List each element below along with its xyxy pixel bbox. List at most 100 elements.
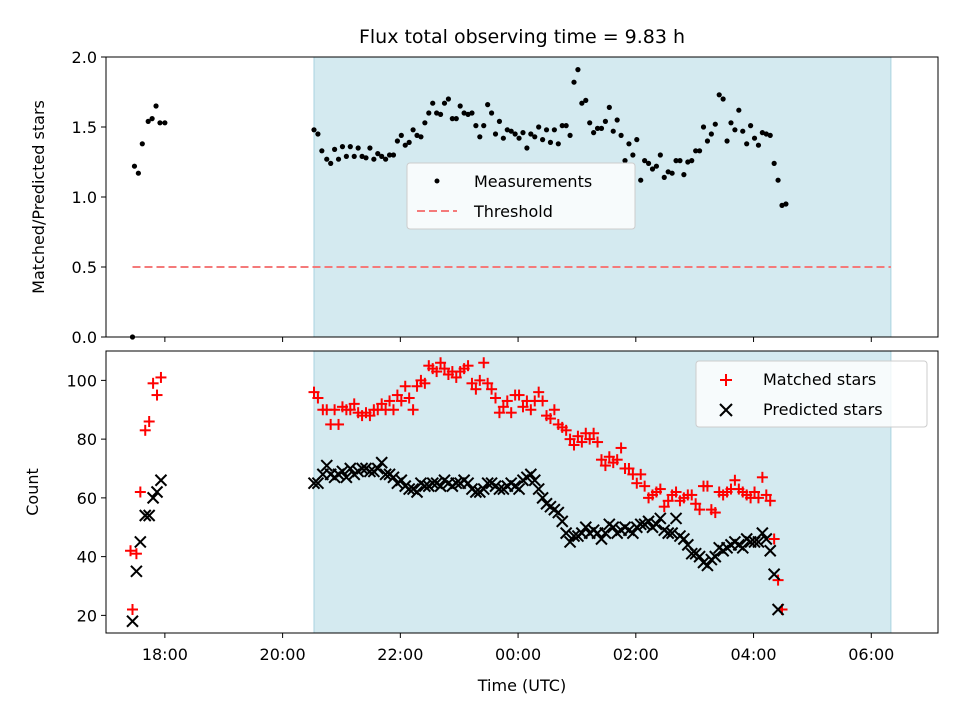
measurement-point <box>689 158 695 164</box>
bottom-y-label: Count <box>23 468 42 516</box>
measurement-point <box>328 160 334 166</box>
predicted-star-point <box>767 568 781 581</box>
x-tick-label: 02:00 <box>613 645 659 664</box>
predicted-star-point <box>150 485 164 499</box>
measurement-point <box>759 130 765 136</box>
predicted-star-point <box>634 518 647 531</box>
predicted-star-point <box>650 518 663 531</box>
measurement-point <box>512 131 518 137</box>
measurement-point <box>634 137 640 143</box>
matched-star-point <box>126 604 138 615</box>
measurement-point <box>567 132 573 138</box>
predicted-star-point <box>599 526 612 540</box>
matched-star-point <box>623 463 635 474</box>
matched-star-point <box>419 377 431 389</box>
predicted-star-point <box>146 491 160 505</box>
predicted-star-point <box>760 532 773 546</box>
legend-predicted-label: Predicted stars <box>763 400 883 419</box>
predicted-star-point <box>654 512 667 525</box>
predicted-star-point <box>709 550 722 563</box>
matched-star-point <box>399 380 411 392</box>
predicted-star-point <box>524 468 538 481</box>
predicted-star-point <box>481 476 494 490</box>
measurement-point <box>555 141 561 147</box>
predicted-star-point <box>355 462 369 475</box>
measurement-point <box>469 110 475 116</box>
measurement-point <box>591 130 597 136</box>
measurement-point <box>669 170 675 176</box>
measurement-point <box>606 104 612 110</box>
matched-star-point <box>403 392 415 404</box>
matched-star-point <box>533 386 545 398</box>
predicted-star-point <box>764 544 777 557</box>
matched-star-point <box>701 480 713 492</box>
legend-threshold-label: Threshold <box>473 202 553 221</box>
measurement-point <box>540 137 546 143</box>
predicted-star-point <box>336 465 349 478</box>
measurement-point <box>645 160 652 166</box>
predicted-star-point <box>426 476 439 490</box>
predicted-star-point <box>563 535 577 549</box>
matched-star-point <box>513 389 525 401</box>
predicted-star-point <box>556 515 569 528</box>
predicted-star-point <box>756 526 769 540</box>
measurement-point <box>677 158 683 164</box>
matched-star-point <box>501 395 513 407</box>
bottom-y-tick-label: 20 <box>77 606 97 625</box>
measurement-point <box>610 128 616 134</box>
predicted-star-point <box>434 479 447 493</box>
measurement-point <box>516 135 522 141</box>
matched-star-point <box>151 389 163 401</box>
measurement-point <box>359 153 365 159</box>
matched-star-point <box>395 395 407 407</box>
measurement-point <box>500 135 506 141</box>
legend-measurements-label: Measurements <box>474 172 592 191</box>
matched-star-point <box>729 474 741 486</box>
measurement-point <box>543 127 550 133</box>
matched-star-point <box>435 357 447 369</box>
measurement-point <box>430 100 436 106</box>
matched-star-point <box>615 442 627 454</box>
predicted-star-point <box>669 512 683 525</box>
measurement-point <box>649 166 656 172</box>
measurement-point <box>375 151 381 157</box>
matched-star-point <box>134 486 146 498</box>
measurement-point <box>332 146 338 152</box>
measurement-point <box>457 103 463 109</box>
predicted-star-point <box>595 532 608 546</box>
matched-star-point <box>431 366 443 378</box>
matched-star-point <box>474 374 486 386</box>
measurement-point <box>414 132 420 138</box>
matched-star-point <box>125 545 137 557</box>
predicted-star-point <box>142 509 156 522</box>
measurement-point <box>775 177 781 183</box>
matched-star-point <box>654 483 666 495</box>
measurement-point <box>319 148 325 154</box>
x-tick-label: 22:00 <box>377 645 423 664</box>
predicted-star-point <box>579 521 592 534</box>
measurement-point <box>461 110 467 116</box>
predicted-star-point <box>139 509 152 522</box>
measurement-point <box>724 138 730 144</box>
predicted-star-point <box>379 468 392 481</box>
matched-star-point <box>155 371 167 383</box>
measurement-point <box>488 110 495 116</box>
bottom-y-tick-label: 40 <box>77 548 97 567</box>
x-tick-label: 06:00 <box>848 645 894 664</box>
measurement-point <box>386 152 393 158</box>
matched-star-point <box>147 377 159 389</box>
matched-star-point <box>686 489 698 501</box>
measurement-point <box>465 111 471 117</box>
matched-star-point <box>505 407 517 419</box>
matched-star-point <box>658 501 670 513</box>
predicted-star-point <box>371 462 384 475</box>
bottom-y-tick-label: 100 <box>66 371 97 390</box>
matched-star-point <box>490 392 502 404</box>
matched-star-point <box>548 404 560 416</box>
matched-star-point <box>497 401 509 413</box>
matched-star-point <box>329 404 341 416</box>
measurement-point <box>626 141 632 147</box>
matched-star-point <box>768 533 780 545</box>
matched-star-point <box>376 398 388 410</box>
